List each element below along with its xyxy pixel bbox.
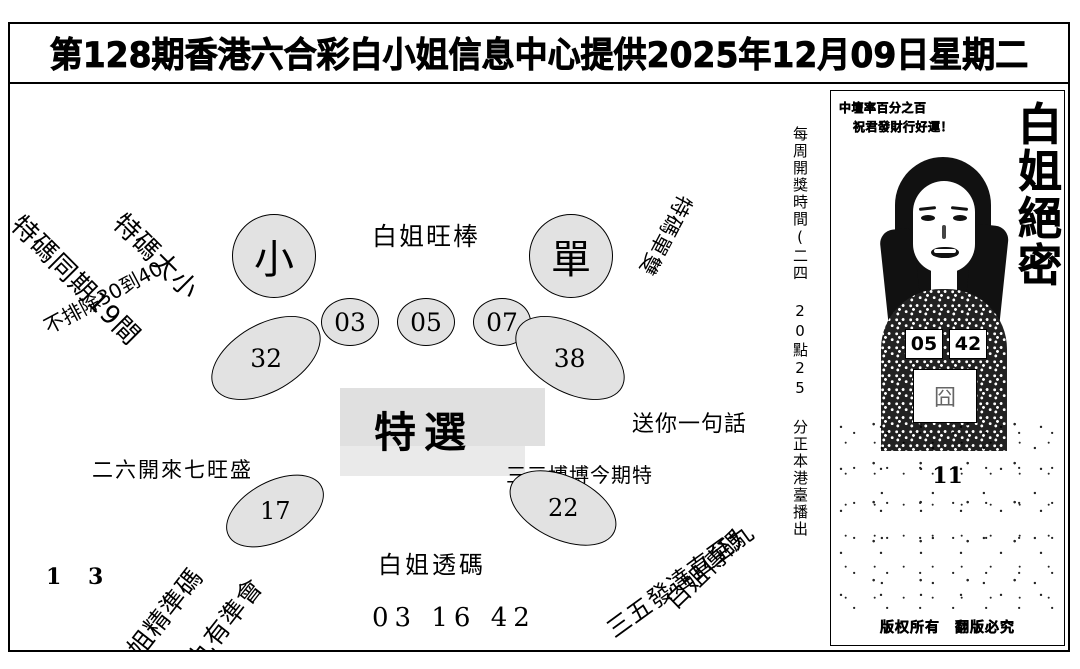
token-single[interactable]: 單 — [529, 214, 613, 298]
title-band: 第128期香港六合彩白小姐信息中心提供2025年12月09日星期二 — [8, 22, 1070, 84]
send-phrase: 送你一句話 — [632, 412, 748, 437]
token-label: 38 — [554, 343, 586, 373]
broadcast-time-strip: 每周開獎時間(二四 20點25 分正本港臺播出 — [788, 96, 828, 644]
poster-title: 白姐絕密 — [1010, 101, 1062, 290]
photo-placard: 囧 — [913, 369, 977, 423]
headline-top: 白姐旺棒 — [372, 222, 481, 251]
eye-left — [921, 215, 935, 221]
leak-numbers: 03 16 42 — [372, 603, 536, 633]
nose-shape — [942, 225, 946, 239]
token-label: 17 — [259, 497, 291, 526]
token-label: 32 — [250, 343, 282, 373]
rotated-phrase-tema-odd-even: 特碼單雙 — [633, 190, 697, 280]
poster-slogan-line1: 中壇率百分之百 — [839, 101, 927, 116]
token-32[interactable]: 32 — [197, 298, 335, 418]
poster-slogan: 中壇率百分之百 祝君發財行好運！ — [839, 99, 989, 137]
broadcast-time-text: 每周開獎時間(二四 20點25 分正本港臺播出 — [791, 126, 809, 538]
photo-number-left: 05 — [905, 329, 943, 359]
center-label: 特選 — [374, 408, 475, 457]
token-03[interactable]: 03 — [321, 298, 379, 346]
poster-panel: 中壇率百分之百 祝君發財行好運！ 白姐絕密 05 42 — [830, 90, 1065, 646]
side-number-1: 1 — [46, 564, 62, 590]
photo-number-right: 42 — [949, 329, 987, 359]
token-label: 22 — [547, 493, 579, 522]
page-title: 第128期香港六合彩白小姐信息中心提供2025年12月09日星期二 — [49, 33, 1029, 76]
token-label: 單 — [551, 237, 591, 283]
poster-slogan-line2: 祝君發財行好運！ — [853, 120, 954, 135]
poster-bottom-number: 11 — [932, 463, 963, 489]
token-label: 03 — [334, 307, 366, 337]
side-number-3: 3 — [88, 564, 104, 590]
rotated-phrase-35-fortune: 三五發達直至九 — [601, 517, 760, 644]
body-area: 特碼同期19間 特碼大小 不排除30到40 二六開來七旺盛 特碼單雙 白姐旺棒 … — [10, 86, 1068, 650]
token-05[interactable]: 05 — [397, 298, 455, 346]
token-label: 05 — [410, 307, 442, 337]
prediction-canvas: 特碼同期19間 特碼大小 不排除30到40 二六開來七旺盛 特碼單雙 白姐旺棒 … — [10, 86, 785, 650]
phrase-26-open-7-prosper: 二六開來七旺盛 — [92, 458, 253, 482]
center-highlight-secondary — [340, 446, 525, 476]
presenter-photo: 05 42 囧 — [877, 151, 1010, 451]
leak-label: 白姐透碼 — [378, 551, 486, 579]
token-label: 小 — [254, 237, 294, 283]
center-highlight — [340, 388, 545, 446]
copyright-notice: 版权所有 翻版必究 — [880, 620, 1015, 637]
token-small[interactable]: 小 — [232, 214, 316, 298]
placard-glyph: 囧 — [933, 386, 956, 411]
eye-right — [953, 215, 967, 221]
token-label: 07 — [486, 307, 518, 337]
teeth-shape — [934, 249, 956, 253]
